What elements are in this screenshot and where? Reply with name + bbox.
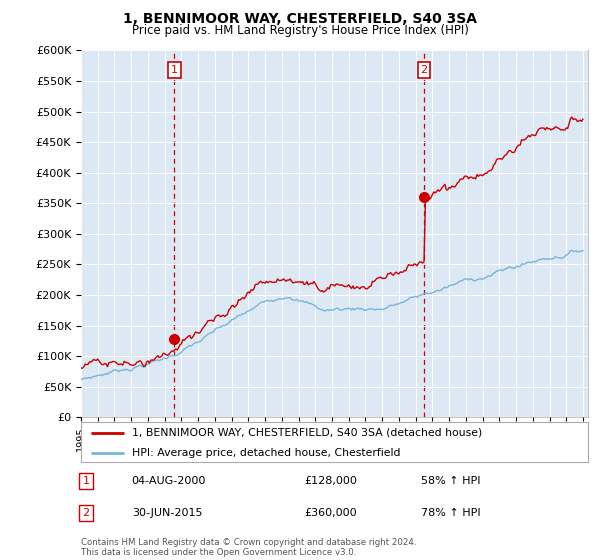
Text: 58% ↑ HPI: 58% ↑ HPI: [421, 476, 480, 486]
Text: Price paid vs. HM Land Registry's House Price Index (HPI): Price paid vs. HM Land Registry's House …: [131, 24, 469, 36]
Text: 1: 1: [83, 476, 89, 486]
Text: £360,000: £360,000: [304, 508, 357, 518]
Text: 1, BENNIMOOR WAY, CHESTERFIELD, S40 3SA: 1, BENNIMOOR WAY, CHESTERFIELD, S40 3SA: [123, 12, 477, 26]
Text: 2: 2: [83, 508, 89, 518]
Text: 78% ↑ HPI: 78% ↑ HPI: [421, 508, 481, 518]
Text: 2: 2: [421, 65, 428, 75]
Text: 1: 1: [171, 65, 178, 75]
Text: 30-JUN-2015: 30-JUN-2015: [132, 508, 202, 518]
Text: HPI: Average price, detached house, Chesterfield: HPI: Average price, detached house, Ches…: [132, 448, 400, 458]
Text: Contains HM Land Registry data © Crown copyright and database right 2024.
This d: Contains HM Land Registry data © Crown c…: [81, 538, 416, 557]
Text: 04-AUG-2000: 04-AUG-2000: [132, 476, 206, 486]
Text: 1, BENNIMOOR WAY, CHESTERFIELD, S40 3SA (detached house): 1, BENNIMOOR WAY, CHESTERFIELD, S40 3SA …: [132, 428, 482, 438]
Text: £128,000: £128,000: [304, 476, 357, 486]
